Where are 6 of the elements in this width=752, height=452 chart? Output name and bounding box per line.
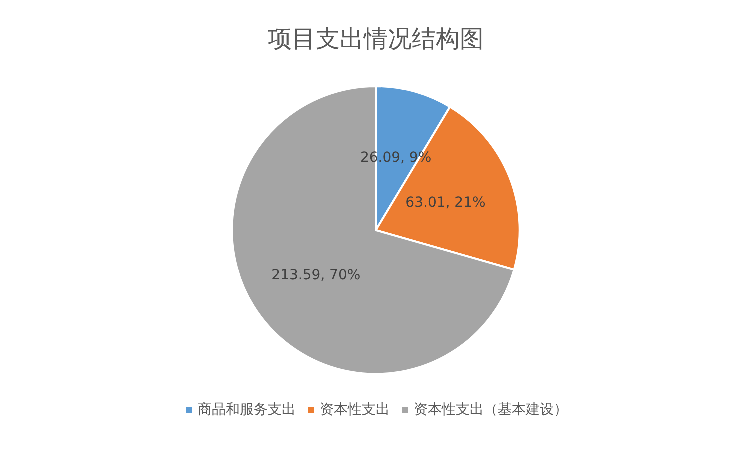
- chart-title: 项目支出情况结构图: [268, 25, 484, 53]
- data-label: 63.01, 21%: [406, 194, 486, 211]
- legend-label: 商品和服务支出: [198, 402, 296, 418]
- legend-label: 资本性支出: [320, 402, 390, 418]
- legend-label: 资本性支出（基本建设）: [414, 402, 568, 418]
- data-label: 213.59, 70%: [272, 267, 361, 284]
